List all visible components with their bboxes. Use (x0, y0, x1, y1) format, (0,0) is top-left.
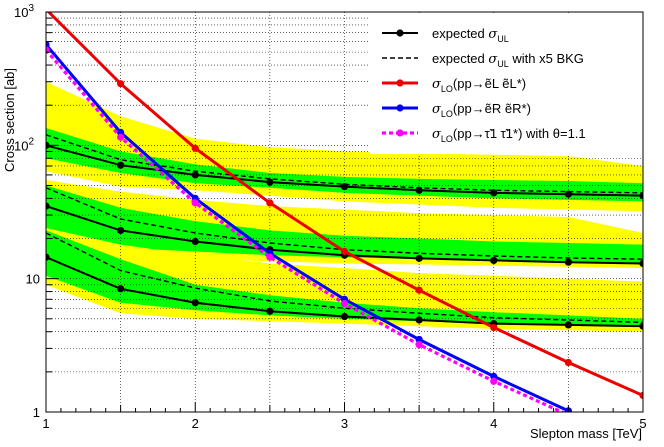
series-7-point (46, 40, 50, 49)
series-line-3 (46, 134, 643, 194)
series-6-point (415, 286, 423, 294)
series-8-point (191, 199, 199, 207)
legend-marker-4 (396, 129, 404, 137)
series-2-point (46, 253, 50, 261)
series-2-point (564, 321, 572, 329)
series-1-point (564, 258, 572, 266)
x-tick-label: 5 (639, 416, 646, 431)
series-6-point (639, 391, 643, 400)
series-1-point (46, 202, 50, 210)
series-0-point (490, 189, 498, 197)
legend-label-3: σLO(pp→ẽR ẽR*) (432, 101, 531, 119)
legend-marker-3 (396, 104, 404, 112)
legend-label-1: expected σUL with x5 BKG (432, 51, 584, 69)
y-axis-title: Cross section [ab] (2, 68, 17, 172)
y-tick-label: 10 (26, 272, 40, 287)
series-7-point (415, 335, 423, 344)
series-6-point (191, 144, 199, 152)
series-2-point (415, 316, 423, 324)
series-line-7 (46, 43, 570, 412)
legend-marker-2 (396, 79, 404, 87)
series-1-point (639, 259, 643, 268)
legend: expected σUL expected σUL with x5 BKG σLO(… (370, 14, 641, 154)
series-8-point (415, 341, 423, 349)
series-0-point (191, 171, 199, 179)
legend-label-2: σLO(pp→ẽL ẽL*) (432, 76, 526, 94)
x-tick-label: 3 (341, 416, 348, 431)
series-2-point (639, 322, 643, 330)
x-tick-label: 4 (490, 416, 497, 431)
series-0-point (564, 190, 572, 198)
series-1-point (490, 256, 498, 265)
series-0-point (266, 178, 274, 186)
series-2-point (191, 299, 199, 307)
series-8-point (490, 377, 498, 385)
series-8-point (117, 133, 125, 141)
series-6-point (340, 247, 349, 256)
series-6-point (490, 323, 498, 332)
series-2-point (340, 312, 349, 321)
y-tick-label: 1 (33, 405, 40, 420)
series-0-point (117, 161, 125, 169)
series-8-point (340, 300, 349, 308)
series-6-point (564, 358, 572, 367)
series-6-point (266, 199, 274, 207)
series-8-point (266, 253, 274, 261)
x-tick-label: 2 (192, 416, 199, 431)
series-2-point (266, 307, 274, 315)
series-0-point (639, 191, 643, 200)
x-tick-label: 1 (42, 416, 49, 431)
legend-label-4: σLO(pp→τ̃1 τ̃1*) with θ=1.1 (432, 126, 586, 144)
series-1-point (191, 237, 199, 246)
series-line-8 (46, 48, 566, 412)
legend-marker-0 (396, 29, 404, 37)
series-1-point (415, 254, 423, 262)
data-series (46, 12, 643, 412)
axis-ticks (45, 17, 644, 413)
series-2-point (117, 285, 125, 293)
series-6-point (117, 80, 125, 88)
x-axis-title: Slepton mass [TeV] (530, 426, 642, 441)
legend-label-0: expected σUL (432, 26, 509, 44)
series-1-point (117, 226, 125, 235)
